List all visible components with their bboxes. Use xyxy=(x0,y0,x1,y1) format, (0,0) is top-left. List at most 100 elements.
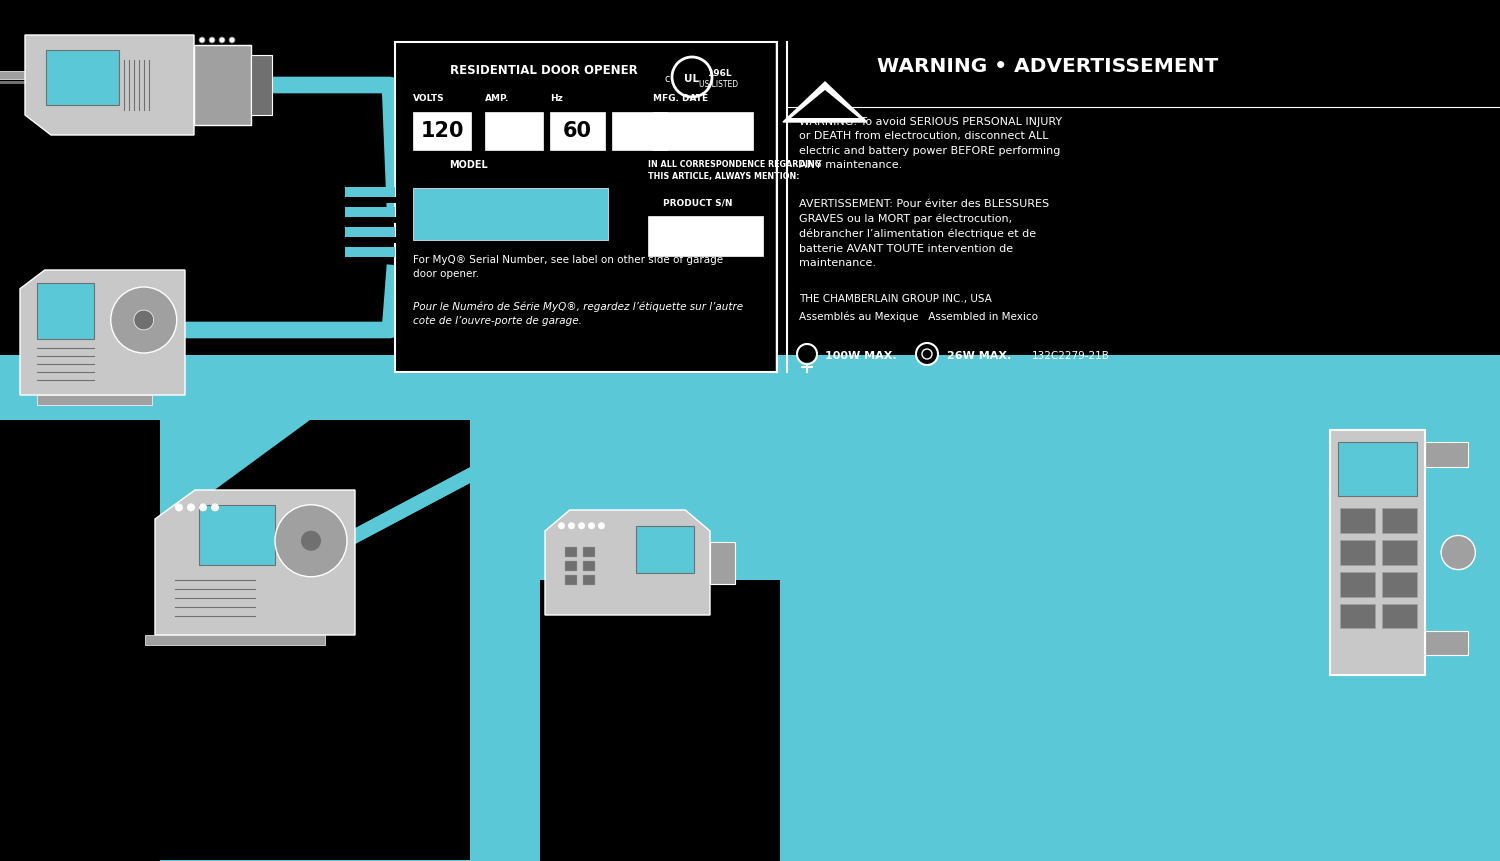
Circle shape xyxy=(302,530,321,551)
Text: For MyQ® Serial Number, see label on other side of garage
door opener.: For MyQ® Serial Number, see label on oth… xyxy=(413,255,723,279)
Circle shape xyxy=(578,523,585,530)
Text: AVERTISSEMENT: Pour éviter des BLESSURES
GRAVES ou la MORT par électrocution,
dé: AVERTISSEMENT: Pour éviter des BLESSURES… xyxy=(800,199,1048,268)
Text: Assemblés au Mexique   Assembled in Mexico: Assemblés au Mexique Assembled in Mexico xyxy=(800,311,1038,321)
Bar xyxy=(160,420,1500,861)
Bar xyxy=(710,542,735,584)
Polygon shape xyxy=(540,580,780,861)
Polygon shape xyxy=(20,270,184,395)
Text: 26W MAX.: 26W MAX. xyxy=(946,351,1011,361)
Bar xyxy=(46,50,118,105)
Circle shape xyxy=(211,504,219,511)
Polygon shape xyxy=(160,420,470,860)
Bar xyxy=(648,216,764,256)
Bar xyxy=(1425,631,1467,655)
Circle shape xyxy=(1442,536,1476,570)
Circle shape xyxy=(274,505,346,577)
Bar xyxy=(1340,540,1374,565)
Text: 60: 60 xyxy=(562,121,591,141)
Bar xyxy=(0,81,26,84)
Bar xyxy=(194,45,250,125)
Bar xyxy=(340,197,400,203)
Text: PRODUCT S/N: PRODUCT S/N xyxy=(663,198,732,207)
Bar xyxy=(566,547,578,557)
Polygon shape xyxy=(790,90,859,118)
Bar xyxy=(1338,443,1418,496)
Bar xyxy=(0,355,1500,420)
Bar xyxy=(1340,508,1374,533)
Circle shape xyxy=(598,523,604,530)
Bar xyxy=(1383,540,1417,565)
Circle shape xyxy=(230,37,236,43)
Bar xyxy=(584,561,596,571)
Text: 132C2279-21B: 132C2279-21B xyxy=(1032,351,1110,361)
Bar xyxy=(340,217,400,223)
Circle shape xyxy=(672,57,712,97)
Bar xyxy=(36,395,152,405)
Bar xyxy=(584,547,596,557)
Text: !: ! xyxy=(821,103,830,121)
Bar xyxy=(566,561,578,571)
Bar xyxy=(345,247,394,257)
Circle shape xyxy=(188,504,195,511)
Polygon shape xyxy=(783,82,867,122)
Circle shape xyxy=(200,37,206,43)
Bar xyxy=(1340,604,1374,629)
Bar xyxy=(36,282,94,338)
Text: IN ALL CORRESPONDENCE REGARDING: IN ALL CORRESPONDENCE REGARDING xyxy=(648,160,822,169)
Text: WARNING: To avoid SERIOUS PERSONAL INJURY
or DEATH from electrocution, disconnec: WARNING: To avoid SERIOUS PERSONAL INJUR… xyxy=(800,117,1062,170)
Bar xyxy=(345,207,394,217)
Text: THIS ARTICLE, ALWAYS MENTION:: THIS ARTICLE, ALWAYS MENTION: xyxy=(648,172,800,181)
Bar xyxy=(652,112,753,150)
Bar xyxy=(566,575,578,585)
Circle shape xyxy=(134,310,153,330)
Text: AMP.: AMP. xyxy=(484,94,510,103)
Circle shape xyxy=(796,344,818,364)
Text: Hz: Hz xyxy=(550,94,562,103)
Bar xyxy=(413,112,471,150)
Text: MODEL: MODEL xyxy=(448,160,488,170)
Bar xyxy=(584,575,596,585)
Bar xyxy=(146,635,326,645)
Circle shape xyxy=(568,523,574,530)
Text: 196L: 196L xyxy=(706,69,732,78)
Circle shape xyxy=(588,523,596,530)
Circle shape xyxy=(176,504,183,511)
Bar xyxy=(636,526,693,573)
Text: THE CHAMBERLAIN GROUP INC., USA: THE CHAMBERLAIN GROUP INC., USA xyxy=(800,294,992,304)
Circle shape xyxy=(209,37,214,43)
Text: VOLTS: VOLTS xyxy=(413,94,444,103)
Bar xyxy=(394,42,777,372)
Circle shape xyxy=(111,287,177,353)
Polygon shape xyxy=(154,490,356,635)
Circle shape xyxy=(922,349,932,359)
Bar xyxy=(612,112,668,150)
Text: RESIDENTIAL DOOR OPENER: RESIDENTIAL DOOR OPENER xyxy=(450,64,638,77)
Polygon shape xyxy=(26,35,194,135)
Bar xyxy=(0,71,26,79)
Text: Pour le Numéro de Série MyQ®, regardez l’étiquette sur l’autre
cote de l’ouvre-p: Pour le Numéro de Série MyQ®, regardez l… xyxy=(413,302,742,326)
Bar xyxy=(1425,443,1467,467)
Circle shape xyxy=(219,37,225,43)
Text: WARNING • ADVERTISSEMENT: WARNING • ADVERTISSEMENT xyxy=(878,57,1218,76)
Text: 120: 120 xyxy=(420,121,464,141)
Bar xyxy=(1383,604,1417,629)
Bar xyxy=(1330,430,1425,675)
Bar xyxy=(345,227,394,237)
Circle shape xyxy=(916,343,938,365)
Bar xyxy=(484,112,543,150)
Text: c: c xyxy=(664,74,669,84)
Bar xyxy=(200,505,274,566)
Text: 100W MAX.: 100W MAX. xyxy=(825,351,897,361)
Bar xyxy=(340,237,400,243)
Text: MFG. DATE: MFG. DATE xyxy=(652,94,708,103)
Circle shape xyxy=(558,523,566,530)
Bar xyxy=(251,55,272,115)
Circle shape xyxy=(200,504,207,511)
Bar xyxy=(413,188,608,240)
Bar xyxy=(1383,508,1417,533)
Text: UL: UL xyxy=(684,74,699,84)
Polygon shape xyxy=(544,510,710,615)
Bar xyxy=(550,112,604,150)
Polygon shape xyxy=(0,420,160,861)
Text: US LISTED: US LISTED xyxy=(699,80,738,89)
